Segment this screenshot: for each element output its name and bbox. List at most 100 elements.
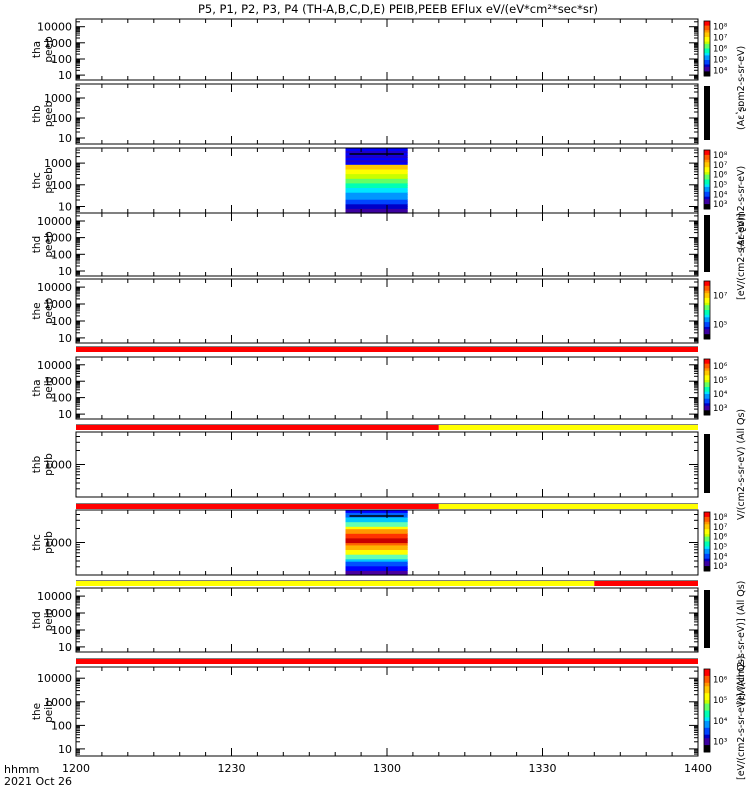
- y-tick-label: 100: [51, 392, 72, 405]
- spectrogram-cell: [345, 523, 408, 527]
- colorbar-cell: [704, 366, 710, 369]
- panel-product-label: peeb: [43, 101, 55, 128]
- colorbar-cell: [704, 512, 710, 515]
- colorbar-cell: [704, 519, 710, 523]
- quality-flag-segment: [76, 581, 595, 586]
- colorbar-cell: [704, 25, 710, 29]
- x-tick-label: 1330: [529, 762, 557, 775]
- panel-probe-label: the: [31, 703, 43, 720]
- panel-frame: [75, 666, 699, 757]
- colorbar-cell: [704, 748, 710, 753]
- colorbar-cell: [704, 336, 710, 340]
- panel-tha-peib: 10 100 1000 10000 tha peib 10³ 10⁴ 10⁵ 10⁶: [31, 356, 728, 430]
- panel-product-label: peib: [43, 531, 55, 554]
- panel-probe-label: thc: [31, 172, 43, 189]
- colorbar-cell: [704, 157, 710, 161]
- panel-the-peeb: 10 100 1000 10000 the peeb 10⁵ 10⁷: [31, 278, 728, 352]
- spectrogram-cell: [345, 208, 408, 212]
- panel-frame: [75, 587, 699, 653]
- colorbar-cell: [704, 382, 710, 386]
- colorbar-cell: [704, 745, 710, 750]
- colorbar-cell: [704, 55, 710, 59]
- spectrogram-cell: [345, 542, 408, 546]
- y-tick-label: 1000: [44, 298, 72, 311]
- spectrogram-cell: [345, 549, 408, 553]
- colorbar-cell: [704, 30, 710, 33]
- spectrogram-cell: [345, 194, 408, 198]
- colorbar-cell: [704, 539, 710, 542]
- colorbar-tick-label: 10⁵: [713, 321, 727, 331]
- colorbar-unit-label: [eV/(cm2-s-sr-eV)]: [736, 213, 747, 300]
- colorbar-unit-label: [eV/(cm2-s-sr-eV)] (All Qs): [736, 581, 747, 705]
- colorbar-cell: [704, 169, 710, 173]
- spectrogram-cell: [345, 187, 408, 191]
- spectrogram-cell: [345, 199, 408, 202]
- colorbar-cell: [704, 412, 710, 416]
- colorbar-cell: [704, 396, 710, 400]
- y-tick-label: 100: [51, 248, 72, 261]
- colorbar-cell: [704, 53, 710, 56]
- colorbar-cell: [704, 290, 710, 294]
- colorbar-cell: [704, 196, 710, 200]
- colorbar-cell: [704, 186, 710, 190]
- panel-probe-label: thd: [31, 611, 43, 628]
- colorbar-cell: [704, 363, 710, 367]
- colorbar-cell: [704, 558, 710, 562]
- colorbar-cell: [704, 310, 710, 313]
- colorbar-unit-label: (Aɛʽʂ̴ɒm2-s-sr-eV): [735, 166, 747, 250]
- colorbar-tick-label: 10⁶: [713, 171, 728, 181]
- colorbar-cell: [704, 526, 710, 530]
- colorbar-cell: [704, 204, 710, 208]
- panel-product-label: peib: [43, 376, 55, 399]
- colorbar-tick-label: 10⁷: [713, 523, 728, 533]
- colorbar-cell: [704, 300, 710, 304]
- colorbar-cell: [704, 380, 710, 383]
- colorbar-cell: [704, 524, 710, 528]
- colorbar-cell: [704, 731, 710, 736]
- colorbar-cell: [704, 521, 710, 525]
- spectrogram-cell: [345, 175, 408, 179]
- colorbar-cell: [704, 295, 710, 299]
- y-tick-label: 1000: [44, 696, 72, 709]
- panel-probe-label: tha: [31, 41, 43, 58]
- colorbar-cell: [704, 159, 710, 163]
- colorbar-cell: [704, 37, 710, 40]
- colorbar-empty: [704, 215, 710, 272]
- panel-frame: [75, 212, 699, 277]
- spectrogram-cell: [345, 168, 408, 172]
- colorbar-cell: [704, 191, 710, 195]
- spectrogram-cell: [345, 570, 408, 574]
- colorbar-cell: [704, 150, 710, 153]
- colorbar-cell: [704, 672, 710, 677]
- spectrogram-cell: [345, 568, 408, 571]
- spectrogram-cell: [345, 150, 408, 154]
- panel-thd-peib: 10 100 1000 10000 thd peib: [31, 587, 710, 664]
- spectrogram-cell: [345, 535, 408, 539]
- colorbar-cell: [704, 57, 710, 61]
- colorbar-cell: [704, 551, 710, 555]
- spectrogram-cell: [345, 512, 408, 516]
- quality-flag-segment: [76, 425, 439, 430]
- colorbar-cell: [704, 561, 710, 565]
- x-tick-label: 1300: [373, 762, 401, 775]
- spectrogram-cell: [345, 210, 408, 214]
- colorbar-cell: [704, 548, 710, 552]
- colorbar-cell: [704, 167, 710, 171]
- spectrogram-cell: [345, 201, 408, 205]
- colorbar-tick-label: 10³: [713, 404, 727, 414]
- colorbar-cell: [704, 73, 710, 77]
- colorbar-cell: [704, 403, 710, 407]
- colorbar-cell: [704, 324, 710, 328]
- colorbar-cell: [704, 566, 710, 570]
- colorbar-cell: [704, 359, 710, 362]
- quality-flag-segment: [438, 504, 698, 509]
- spectrogram-cell: [345, 155, 408, 158]
- colorbar-cell: [704, 281, 710, 284]
- spectrogram-cell: [345, 547, 408, 550]
- spectrogram-cell: [345, 206, 408, 209]
- colorbar-tick-label: 10⁶: [713, 533, 728, 543]
